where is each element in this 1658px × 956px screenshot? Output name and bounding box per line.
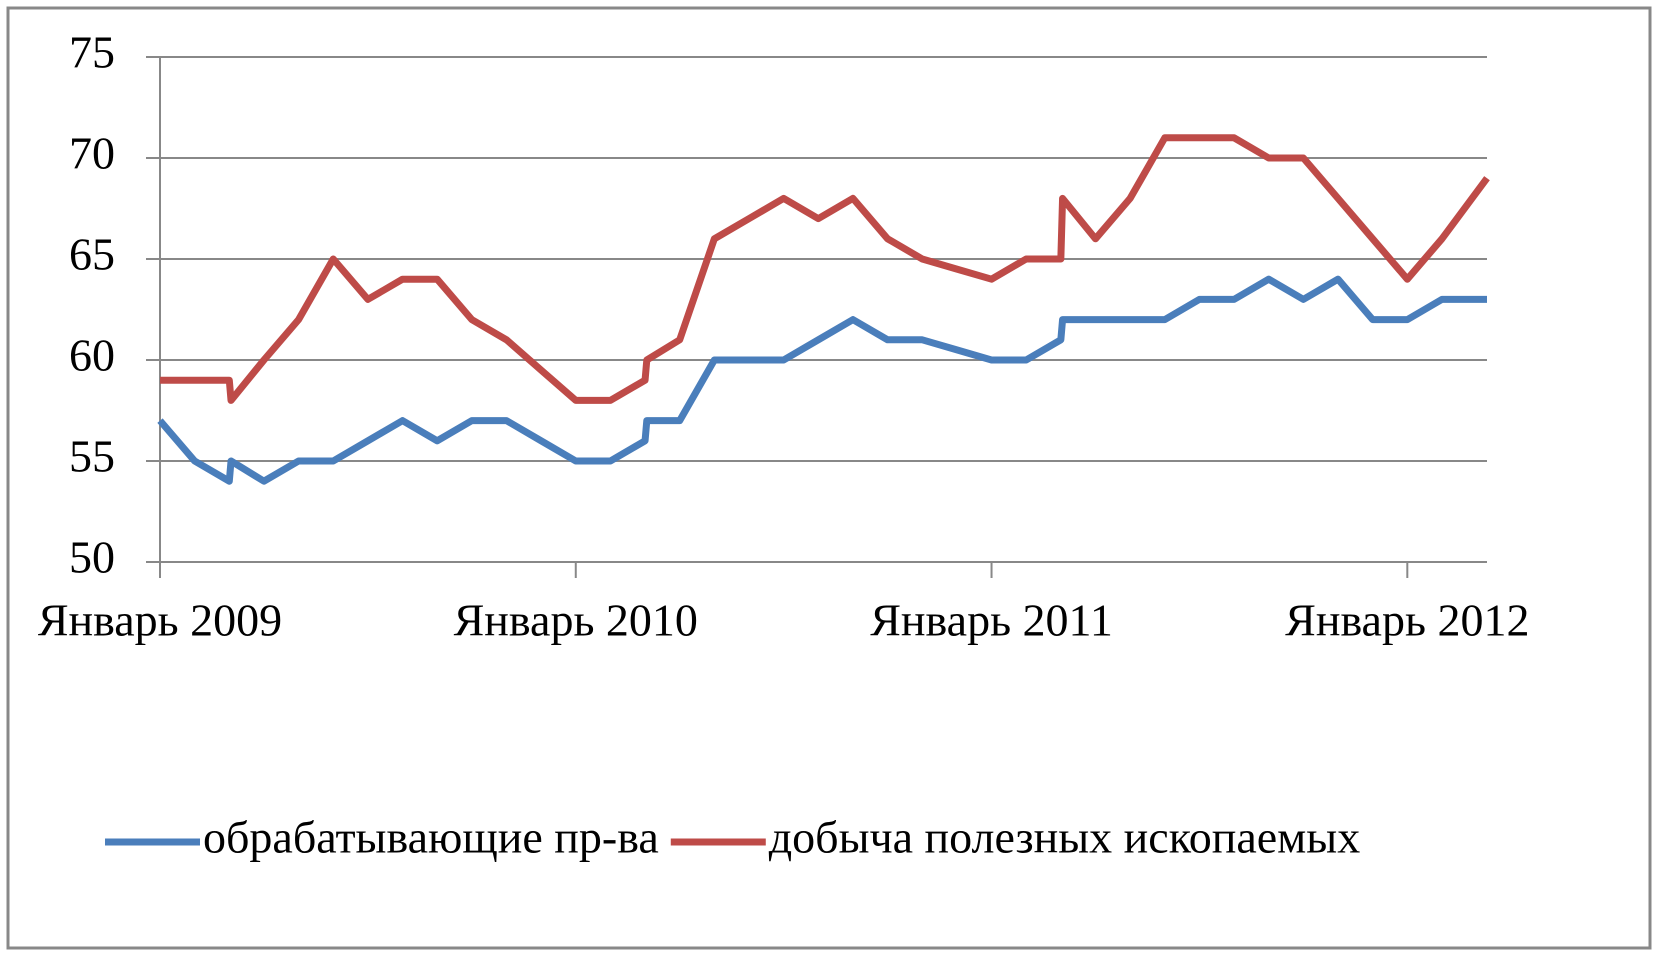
y-tick-label: 55 bbox=[69, 431, 115, 482]
y-tick-label: 60 bbox=[69, 330, 115, 381]
legend-label: обрабатывающие пр-ва bbox=[203, 812, 659, 863]
line bbox=[160, 134, 1490, 404]
y-tick-label: 75 bbox=[69, 27, 115, 78]
legend-label: добыча полезных ископаемых bbox=[769, 812, 1360, 863]
line bbox=[157, 275, 1487, 485]
x-tick-label: Январь 2011 bbox=[870, 595, 1113, 646]
y-tick-label: 65 bbox=[69, 229, 115, 280]
y-tick-label: 50 bbox=[69, 532, 115, 583]
x-tick-label: Январь 2010 bbox=[454, 595, 698, 646]
y-tick-label: 70 bbox=[69, 128, 115, 179]
x-tick-label: Январь 2009 bbox=[38, 595, 282, 646]
x-tick-label: Январь 2012 bbox=[1285, 595, 1529, 646]
chart-border bbox=[6, 6, 1652, 950]
